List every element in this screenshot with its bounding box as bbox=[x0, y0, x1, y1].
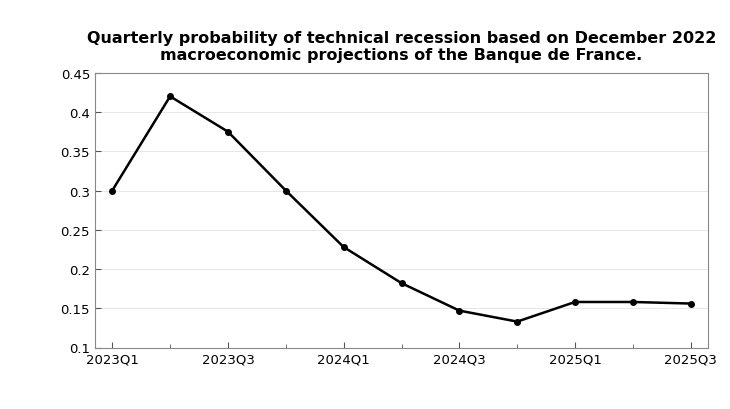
Title: Quarterly probability of technical recession based on December 2022
macroeconomi: Quarterly probability of technical reces… bbox=[87, 30, 716, 63]
